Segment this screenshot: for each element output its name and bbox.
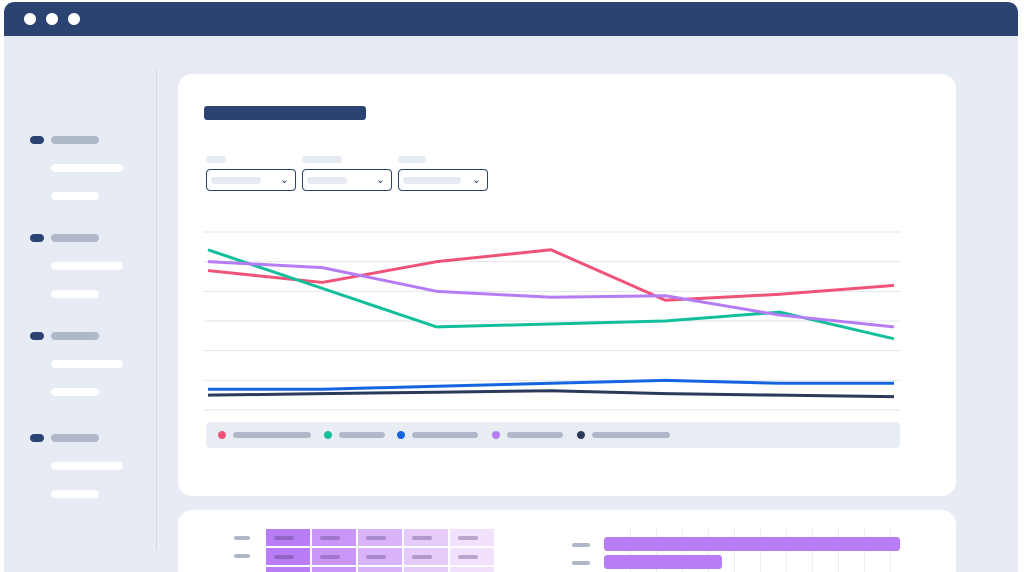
series-line-2 bbox=[207, 248, 895, 341]
series-line-4 bbox=[207, 260, 895, 329]
chart-card: ⌄ ⌄ ⌄ bbox=[178, 74, 956, 496]
series-line-3 bbox=[208, 378, 894, 391]
filter-label bbox=[206, 156, 226, 163]
sidebar-item[interactable] bbox=[51, 360, 123, 368]
nav-bullet-icon bbox=[30, 434, 44, 442]
sidebar-section-heading[interactable] bbox=[51, 136, 99, 144]
series-line-5 bbox=[207, 389, 895, 399]
nav-bullet-icon bbox=[30, 234, 44, 242]
filter-label bbox=[302, 156, 342, 163]
heatmap-cell-label bbox=[274, 555, 294, 559]
sidebar-section-heading[interactable] bbox=[51, 234, 99, 242]
heatmap-cell-label bbox=[412, 555, 432, 559]
sidebar bbox=[4, 36, 156, 572]
filter-select-2[interactable]: ⌄ bbox=[302, 169, 392, 191]
chart-series bbox=[207, 248, 895, 399]
heatmap-cell-label bbox=[458, 555, 478, 559]
sidebar-item[interactable] bbox=[51, 490, 99, 498]
filter-select-3[interactable]: ⌄ bbox=[398, 169, 488, 191]
sidebar-item[interactable] bbox=[51, 462, 123, 470]
legend-marker bbox=[324, 431, 332, 439]
heatmap-cell-label bbox=[366, 536, 386, 540]
chevron-down-icon: ⌄ bbox=[375, 174, 385, 186]
select-value-placeholder bbox=[211, 177, 261, 184]
filter-label bbox=[398, 156, 426, 163]
heatmap-cell bbox=[312, 529, 356, 546]
heatmap-cell bbox=[312, 548, 356, 565]
chevron-down-icon: ⌄ bbox=[471, 174, 481, 186]
legend-marker bbox=[397, 431, 405, 439]
sidebar-item[interactable] bbox=[51, 388, 99, 396]
nav-bullet-icon bbox=[30, 332, 44, 340]
chevron-down-icon: ⌄ bbox=[279, 174, 289, 186]
card-title-placeholder bbox=[204, 106, 366, 120]
heatmap-cell-label bbox=[320, 536, 340, 540]
heatmap-cell bbox=[404, 529, 448, 546]
legend-label bbox=[233, 432, 311, 438]
title-bar bbox=[4, 2, 1018, 36]
heatmap-cell-label bbox=[458, 536, 478, 540]
minimize-dot[interactable] bbox=[46, 13, 58, 25]
sidebar-section-heading[interactable] bbox=[51, 332, 99, 340]
heatmap-cell bbox=[450, 548, 494, 565]
sidebar-item[interactable] bbox=[51, 164, 123, 172]
app-window: ⌄ ⌄ ⌄ bbox=[4, 2, 1018, 572]
heatmap-row-label bbox=[234, 536, 250, 540]
heatmap-cell bbox=[404, 567, 448, 572]
bar bbox=[604, 555, 723, 569]
legend-marker bbox=[577, 431, 585, 439]
legend-label bbox=[592, 432, 670, 438]
heatmap-cell bbox=[450, 529, 494, 546]
bar bbox=[604, 537, 900, 551]
legend-marker bbox=[218, 431, 226, 439]
heatmap-cell bbox=[358, 529, 402, 546]
heatmap-cell bbox=[266, 548, 310, 565]
sidebar-section-heading[interactable] bbox=[51, 434, 99, 442]
sidebar-item[interactable] bbox=[51, 262, 123, 270]
heatmap-cell-label bbox=[274, 536, 294, 540]
heatmap-cell bbox=[358, 567, 402, 572]
heatmap-cell-label bbox=[366, 555, 386, 559]
sidebar-item[interactable] bbox=[51, 290, 99, 298]
heatmap-cell bbox=[358, 548, 402, 565]
heatmap-cell-label bbox=[320, 555, 340, 559]
select-value-placeholder bbox=[307, 177, 347, 184]
chart-grid bbox=[204, 231, 900, 411]
heatmap-cell bbox=[450, 567, 494, 572]
legend-label bbox=[507, 432, 563, 438]
sidebar-divider bbox=[156, 70, 157, 550]
heatmap-cell bbox=[266, 529, 310, 546]
filter-select-1[interactable]: ⌄ bbox=[206, 169, 296, 191]
nav-bullet-icon bbox=[30, 136, 44, 144]
close-dot[interactable] bbox=[24, 13, 36, 25]
heatmap-cell-label bbox=[412, 536, 432, 540]
sidebar-item[interactable] bbox=[51, 192, 99, 200]
series-line-1 bbox=[207, 248, 895, 302]
legend-label bbox=[339, 432, 385, 438]
line-chart bbox=[204, 231, 900, 411]
maximize-dot[interactable] bbox=[68, 13, 80, 25]
heatmap-cell bbox=[266, 567, 310, 572]
select-value-placeholder bbox=[403, 177, 461, 184]
chart-legend bbox=[206, 422, 900, 448]
legend-marker bbox=[492, 431, 500, 439]
heatmap-row-label bbox=[234, 554, 250, 558]
heatmap-cell bbox=[404, 548, 448, 565]
bottom-card bbox=[178, 510, 956, 572]
bar-label bbox=[572, 561, 590, 565]
legend-label bbox=[412, 432, 478, 438]
bar-label bbox=[572, 543, 590, 547]
heatmap-cell bbox=[312, 567, 356, 572]
